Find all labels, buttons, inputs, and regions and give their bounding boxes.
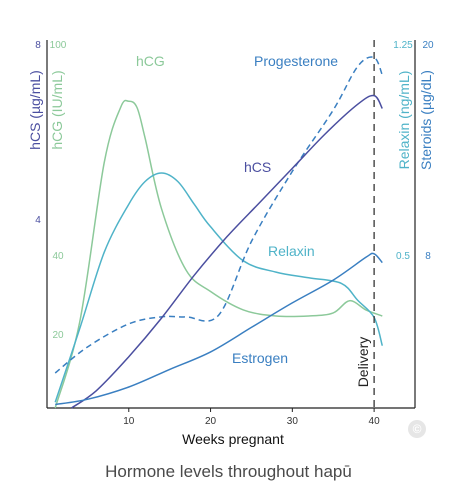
series-progesterone-line (54, 56, 383, 374)
series-hcg-label: hCG (136, 53, 165, 69)
delivery-label: Delivery (355, 337, 371, 388)
series-progesterone-label: Progesterone (254, 53, 338, 69)
series-hcs-label: hCS (244, 159, 271, 175)
steroids-tick-label: 20 (422, 40, 434, 51)
x-tick-label: 10 (123, 416, 135, 427)
hcg-tick-label: 100 (50, 40, 67, 51)
hcs-axis-title: hCS (µg/mL) (27, 70, 43, 150)
x-axis-title: Weeks pregnant (182, 431, 284, 447)
relaxin-axis-title: Relaxin (ng/mL) (396, 71, 412, 170)
hcs-tick-label: 8 (35, 40, 41, 51)
x-tick-label: 20 (205, 416, 217, 427)
series-group (54, 56, 384, 409)
relaxin-tick-label: 0.5 (396, 251, 410, 262)
hcs-tick-label: 4 (35, 215, 41, 226)
relaxin-tick-label: 1.25 (393, 40, 413, 51)
x-tick-label: 30 (287, 416, 299, 427)
series-relaxin-line (54, 172, 384, 403)
steroids-axis-title: Steroids (µg/dL) (418, 70, 434, 170)
series-relaxin-label: Relaxin (268, 243, 315, 259)
series-estrogen-label: Estrogen (232, 350, 288, 366)
steroids-tick-label: 8 (425, 251, 431, 262)
series-hcs-line (71, 94, 383, 409)
hcg-tick-label: 20 (52, 330, 64, 341)
series-hcg-line (54, 99, 383, 409)
x-tick-label: 40 (369, 416, 381, 427)
series-estrogen-line (55, 252, 383, 406)
chart-caption: Hormone levels throughout hapū (105, 462, 352, 481)
labels-group: hCG Relaxin Progesterone hCS Estrogen Deliver… (136, 40, 375, 408)
copyright-icon: © (408, 420, 426, 438)
axes: 10 20 30 40 Weeks pregnant 8 4 100 40 20 1.25 0.5 20… (27, 40, 434, 447)
hcg-axis-title: hCG (IU/mL) (49, 70, 65, 149)
hcg-tick-label: 40 (52, 251, 64, 262)
hormone-chart: 10 20 30 40 Weeks pregnant 8 4 100 40 20 1.25 0.5 20… (27, 40, 434, 447)
